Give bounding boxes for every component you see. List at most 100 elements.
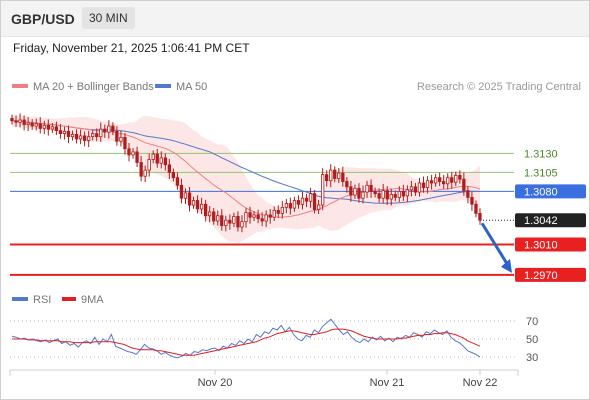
candle: [22, 115, 26, 131]
candle: [276, 205, 280, 218]
candle: [280, 200, 285, 219]
candle: [87, 130, 91, 147]
candle: [296, 195, 301, 209]
candle: [413, 183, 418, 196]
candle: [252, 211, 256, 221]
rsi-legend-label: RSI: [33, 294, 51, 306]
candle: [409, 180, 414, 197]
candle: [199, 197, 204, 214]
candle: [123, 132, 127, 155]
candle: [324, 170, 329, 187]
candle: [179, 178, 184, 204]
rsi-legend-swatch: [12, 297, 28, 301]
candle: [450, 171, 454, 189]
candle: [10, 114, 14, 125]
candle: [155, 148, 159, 168]
price-panel: 1.3130 1.3105 1.3080 1.3042 1.3010 1.2970: [10, 113, 586, 282]
candle: [244, 208, 248, 228]
candle: [95, 128, 99, 142]
candle: [228, 214, 232, 230]
candle: [236, 211, 240, 232]
candle: [437, 172, 442, 186]
candle: [232, 212, 236, 228]
candle: [143, 165, 147, 183]
candle: [78, 129, 83, 145]
rsi-panel: RSI 9MA 70 50 30: [10, 294, 538, 364]
candle: [454, 171, 458, 187]
candle: [163, 153, 168, 171]
resistance-level-label: 1.3130: [524, 148, 558, 160]
candle: [66, 125, 71, 144]
symbol-label[interactable]: GBP/USD: [11, 11, 75, 27]
candle: [135, 146, 139, 167]
current-level-tag: [515, 213, 586, 228]
candle: [191, 196, 196, 209]
candle: [264, 210, 268, 227]
candle: [429, 174, 434, 190]
candle: [349, 180, 353, 202]
candle: [83, 131, 87, 147]
candle: [446, 173, 450, 190]
forecast-arrow-head: [501, 258, 512, 273]
candle: [70, 130, 75, 141]
candle: [405, 185, 410, 202]
candle: [207, 206, 212, 223]
candle: [107, 120, 111, 139]
candle: [373, 187, 377, 198]
candle: [240, 215, 244, 233]
candle: [304, 193, 309, 208]
candle: [401, 184, 406, 202]
candle: [195, 195, 200, 214]
candle: [220, 209, 224, 231]
support-level-label: 1.2970: [524, 270, 558, 282]
rsi-ma-legend-swatch: [62, 297, 76, 301]
credit-label: Research © 2025 Trading Central: [417, 81, 581, 93]
candle: [365, 180, 369, 198]
candle: [421, 176, 426, 193]
x-tick-label: Nov 22: [463, 377, 498, 389]
x-tick-label: Nov 20: [198, 377, 233, 389]
candle: [99, 122, 103, 142]
candle: [357, 183, 361, 203]
candle: [425, 176, 430, 194]
support-level-label: 1.3010: [524, 240, 558, 252]
candle: [26, 117, 30, 132]
timeframe-button[interactable]: 30 MIN: [82, 7, 135, 29]
candle: [417, 177, 422, 197]
candle: [361, 185, 365, 204]
candle: [58, 124, 63, 139]
candle: [91, 129, 95, 141]
candle: [46, 119, 50, 136]
candle: [478, 208, 482, 225]
x-tick-label: Nov 21: [370, 377, 405, 389]
x-axis: Nov 20 Nov 21 Nov 22: [9, 369, 519, 389]
candle: [272, 206, 276, 221]
candle: [381, 184, 385, 204]
candle: [466, 186, 470, 204]
candle: [212, 208, 216, 225]
candle: [34, 118, 38, 131]
candle: [38, 117, 42, 134]
candle: [441, 174, 446, 189]
candle: [111, 122, 115, 136]
candle: [171, 168, 176, 182]
candle: [127, 142, 131, 162]
candle: [320, 168, 325, 211]
candle: [292, 196, 297, 212]
candle: [62, 126, 67, 140]
candle: [308, 187, 313, 208]
candle: [385, 186, 389, 205]
candle: [139, 155, 143, 182]
rsi-ma-line: [12, 328, 481, 356]
current-level-label: 1.3042: [524, 215, 558, 227]
forecast-arrow: [480, 222, 511, 268]
candle: [389, 188, 393, 206]
candle: [151, 150, 155, 164]
candle: [224, 215, 228, 232]
candle: [312, 189, 317, 214]
candle: [248, 206, 252, 224]
resistance-level-label: 1.3105: [524, 167, 558, 179]
candle: [115, 126, 119, 146]
candle: [300, 191, 305, 210]
